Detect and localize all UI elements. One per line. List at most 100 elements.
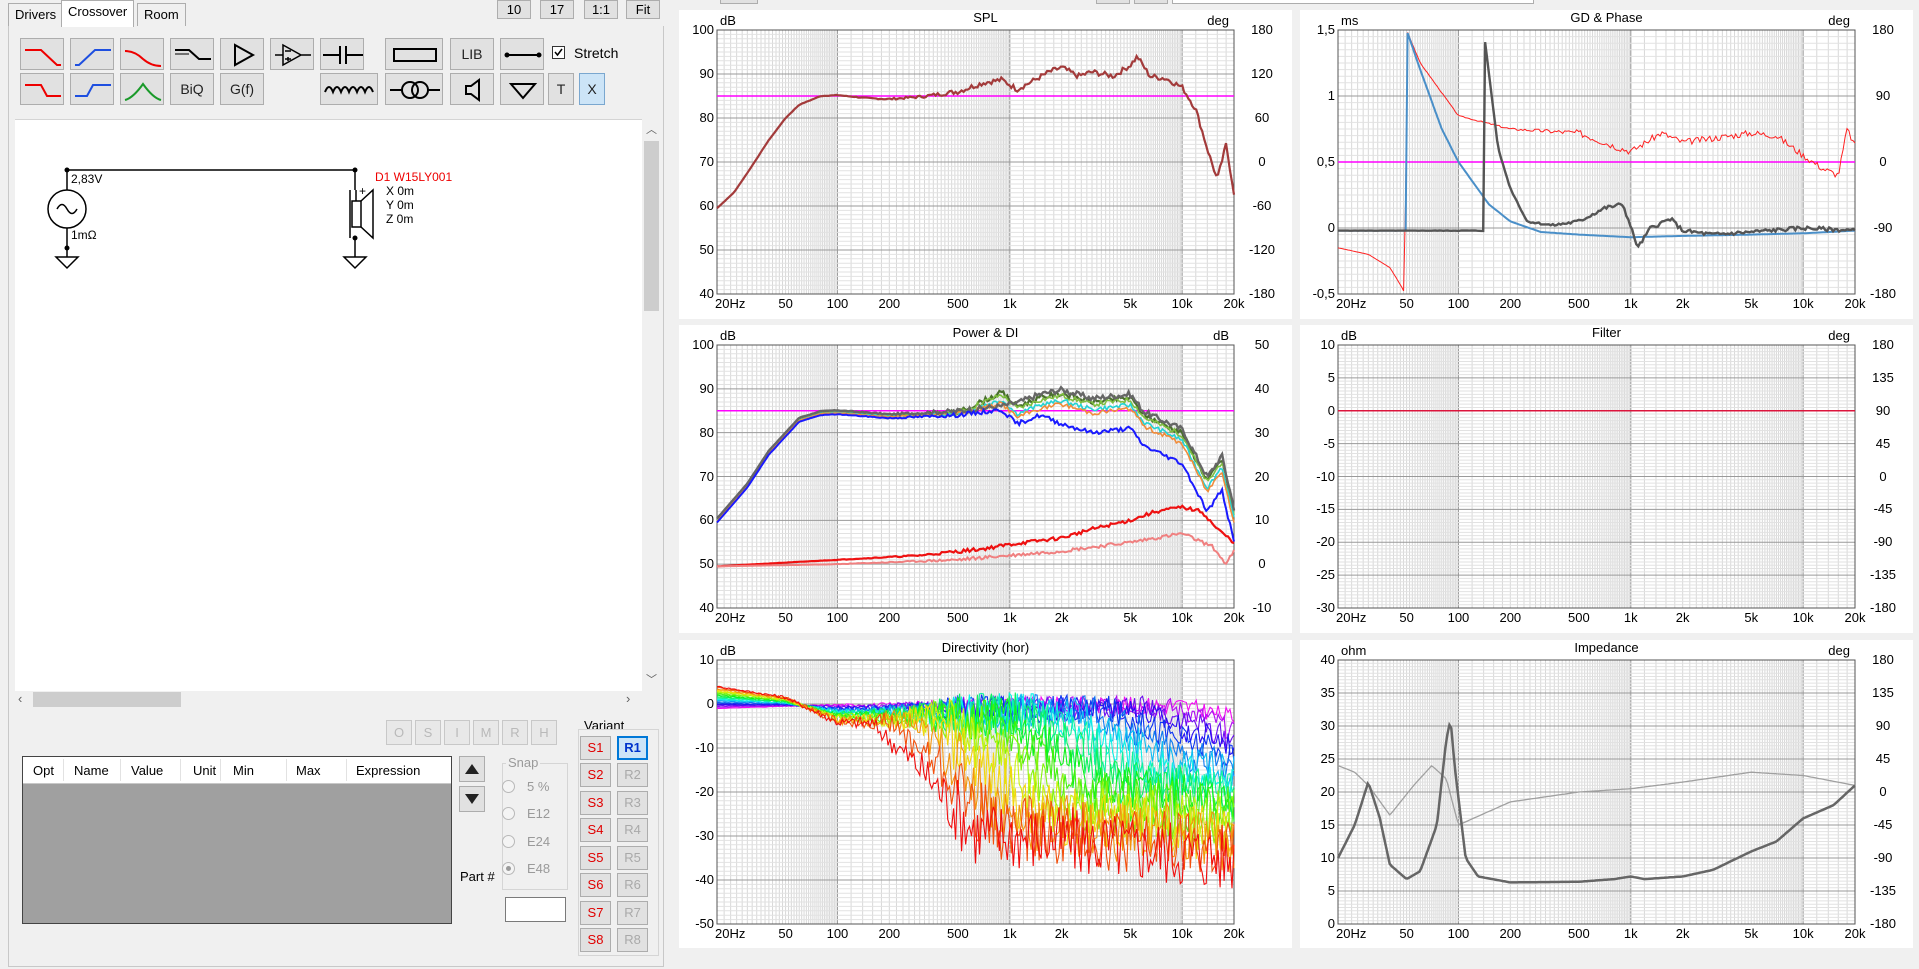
scroll-right-icon[interactable]: › bbox=[626, 691, 631, 706]
column-min[interactable]: Min bbox=[233, 763, 254, 778]
variant-s8-button[interactable]: S8 bbox=[580, 928, 611, 952]
variant-r7-button[interactable]: R7 bbox=[617, 901, 648, 925]
spl-y2-tick: 0 bbox=[1258, 154, 1266, 169]
spl-y2-tick: -180 bbox=[1248, 286, 1276, 301]
zoom-fit-button[interactable]: Fit bbox=[626, 0, 660, 19]
opt-i-button[interactable]: I bbox=[444, 720, 470, 745]
imp-x-tick: 1k bbox=[1623, 926, 1638, 941]
variant-r2-button[interactable]: R2 bbox=[617, 763, 648, 787]
imp-y-tick: 15 bbox=[1320, 817, 1335, 832]
lowpass-filter-tool[interactable] bbox=[20, 38, 64, 70]
lowpass-1st-tool[interactable] bbox=[20, 73, 64, 105]
crossover-panel bbox=[8, 26, 664, 967]
part-number-input[interactable] bbox=[505, 897, 566, 922]
driver-name-label: D1 W15LY001 bbox=[375, 170, 453, 184]
tab-room[interactable]: Room bbox=[137, 3, 186, 26]
filter-y-tick: 5 bbox=[1327, 369, 1335, 385]
opt-h-button[interactable]: H bbox=[531, 720, 557, 745]
parts-table[interactable]: Opt Name Value Unit Min Max Expression bbox=[22, 756, 452, 924]
vertical-scrollbar[interactable]: ︿ ﹀ bbox=[643, 119, 660, 691]
opt-o-button[interactable]: O bbox=[386, 720, 412, 745]
scroll-up-icon[interactable]: ︿ bbox=[646, 124, 657, 136]
opt-r-button[interactable]: R bbox=[502, 720, 528, 745]
column-max[interactable]: Max bbox=[296, 763, 321, 778]
opt-s-button[interactable]: S bbox=[415, 720, 441, 745]
capacitor-tool[interactable] bbox=[320, 38, 364, 70]
column-expression[interactable]: Expression bbox=[356, 763, 421, 778]
variant-r5-button[interactable]: R5 bbox=[617, 846, 648, 870]
snap-e24-radio[interactable] bbox=[502, 835, 515, 848]
amplifier-tool[interactable] bbox=[220, 38, 264, 70]
dir-x-tick: 100 bbox=[826, 926, 849, 941]
zoom-10-button[interactable]: 10 bbox=[497, 0, 531, 19]
variant-s7-button[interactable]: S7 bbox=[580, 901, 611, 925]
column-unit[interactable]: Unit bbox=[193, 763, 217, 778]
transformer-tool[interactable] bbox=[385, 73, 443, 105]
speaker-tool[interactable] bbox=[450, 73, 494, 105]
stretch-checkbox[interactable] bbox=[552, 46, 565, 59]
ground-tool[interactable] bbox=[500, 73, 544, 105]
power-y2-tick: 20 bbox=[1254, 468, 1270, 484]
variant-r8-button[interactable]: R8 bbox=[617, 928, 648, 952]
highpass-filter-tool[interactable] bbox=[70, 38, 114, 70]
scroll-left-icon[interactable]: ‹ bbox=[18, 691, 23, 706]
variant-s5-button[interactable]: S5 bbox=[580, 846, 611, 870]
snap-e12-radio[interactable] bbox=[502, 807, 515, 820]
column-name[interactable]: Name bbox=[74, 763, 109, 778]
power-di-chart-panel[interactable]: Power & DI dB dB 100 90 80 70 60 50 40 50 40 30 20 10 0… bbox=[679, 325, 1292, 633]
variant-s1-button[interactable]: S1 bbox=[580, 736, 611, 760]
resistor-tool[interactable] bbox=[385, 38, 443, 70]
gd-y-tick: -0,5 bbox=[1312, 286, 1335, 301]
spl-y-tick: 100 bbox=[692, 22, 714, 37]
variant-s2-button[interactable]: S2 bbox=[580, 763, 611, 787]
excess-delay-curve bbox=[1338, 41, 1856, 249]
opt-m-button[interactable]: M bbox=[473, 720, 499, 745]
gd-y-tick: 0,5 bbox=[1316, 154, 1335, 169]
scroll-down-icon[interactable]: ﹀ bbox=[646, 674, 657, 686]
tab-drivers[interactable]: Drivers bbox=[8, 3, 64, 26]
spl-y2-tick: 120 bbox=[1251, 66, 1273, 81]
shelf-filter-tool[interactable] bbox=[170, 38, 214, 70]
variant-r3-button[interactable]: R3 bbox=[617, 791, 648, 815]
bandpass-tool[interactable] bbox=[120, 73, 164, 105]
vertical-scroll-thumb[interactable] bbox=[644, 141, 659, 311]
variant-s4-button[interactable]: S4 bbox=[580, 818, 611, 842]
snap-5pct-radio[interactable] bbox=[502, 780, 515, 793]
dir-y-tick: 10 bbox=[699, 652, 714, 667]
x-tool[interactable]: X bbox=[579, 73, 605, 105]
directivity-chart-panel[interactable]: Directivity (hor) dB 10 0 -10 -20 -30 -40 -50 20H… bbox=[679, 640, 1292, 948]
biquad-button[interactable]: BiQ bbox=[170, 73, 214, 105]
text-tool[interactable]: T bbox=[548, 73, 574, 105]
notch-filter-tool[interactable] bbox=[120, 38, 164, 70]
snap-e48-radio[interactable] bbox=[502, 862, 515, 875]
variant-s3-button[interactable]: S3 bbox=[580, 791, 611, 815]
gd-x-tick: 100 bbox=[1447, 296, 1470, 311]
move-down-button[interactable] bbox=[459, 786, 485, 812]
schematic-canvas[interactable]: 2,83V 1mΩ + D1 W15LY001 X 0m Y 0m Z 0m bbox=[15, 119, 642, 692]
zoom-1-1-button[interactable]: 1:1 bbox=[584, 0, 618, 19]
zoom-17-button[interactable]: 17 bbox=[540, 0, 574, 19]
column-opt[interactable]: Opt bbox=[33, 763, 54, 778]
column-value[interactable]: Value bbox=[131, 763, 164, 778]
variant-r4-button[interactable]: R4 bbox=[617, 818, 648, 842]
spl-chart-panel[interactable]: SPL dB deg 100 90 80 70 60 50 40 180 120 60 0 -60 -120 -… bbox=[679, 10, 1292, 319]
library-button[interactable]: LIB bbox=[450, 38, 494, 70]
horizontal-scroll-thumb[interactable] bbox=[33, 692, 181, 707]
transfer-function-button[interactable]: G(f) bbox=[220, 73, 264, 105]
filter-chart-panel[interactable]: Filter dB deg 10 5 0 -5 -10 -15 -20 -25 -30 180 135 90… bbox=[1300, 325, 1913, 633]
gd-phase-chart-panel[interactable]: GD & Phase ms deg 1,5 1 0,5 0 -0,5 180 90 0 -90 -180… bbox=[1300, 10, 1913, 319]
tab-crossover[interactable]: Crossover bbox=[61, 0, 135, 27]
highpass-1st-tool[interactable] bbox=[70, 73, 114, 105]
imp-y-tick: 40 bbox=[1320, 652, 1335, 667]
inverting-amp-tool[interactable] bbox=[270, 38, 314, 70]
wire-tool[interactable] bbox=[500, 38, 544, 70]
variant-r1-button[interactable]: R1 bbox=[617, 736, 648, 760]
move-up-button[interactable] bbox=[459, 756, 485, 782]
inductor-tool[interactable] bbox=[320, 73, 378, 105]
variant-s6-button[interactable]: S6 bbox=[580, 873, 611, 897]
imp-y2-tick: -45 bbox=[1873, 817, 1893, 832]
imp-y-tick: 0 bbox=[1327, 916, 1335, 931]
variant-r6-button[interactable]: R6 bbox=[617, 873, 648, 897]
impedance-chart-panel[interactable]: Impedance ohm deg 40 35 30 25 20 15 10 5 0 180 135 90 4… bbox=[1300, 640, 1913, 948]
horizontal-scrollbar[interactable]: ‹ › bbox=[15, 691, 643, 708]
